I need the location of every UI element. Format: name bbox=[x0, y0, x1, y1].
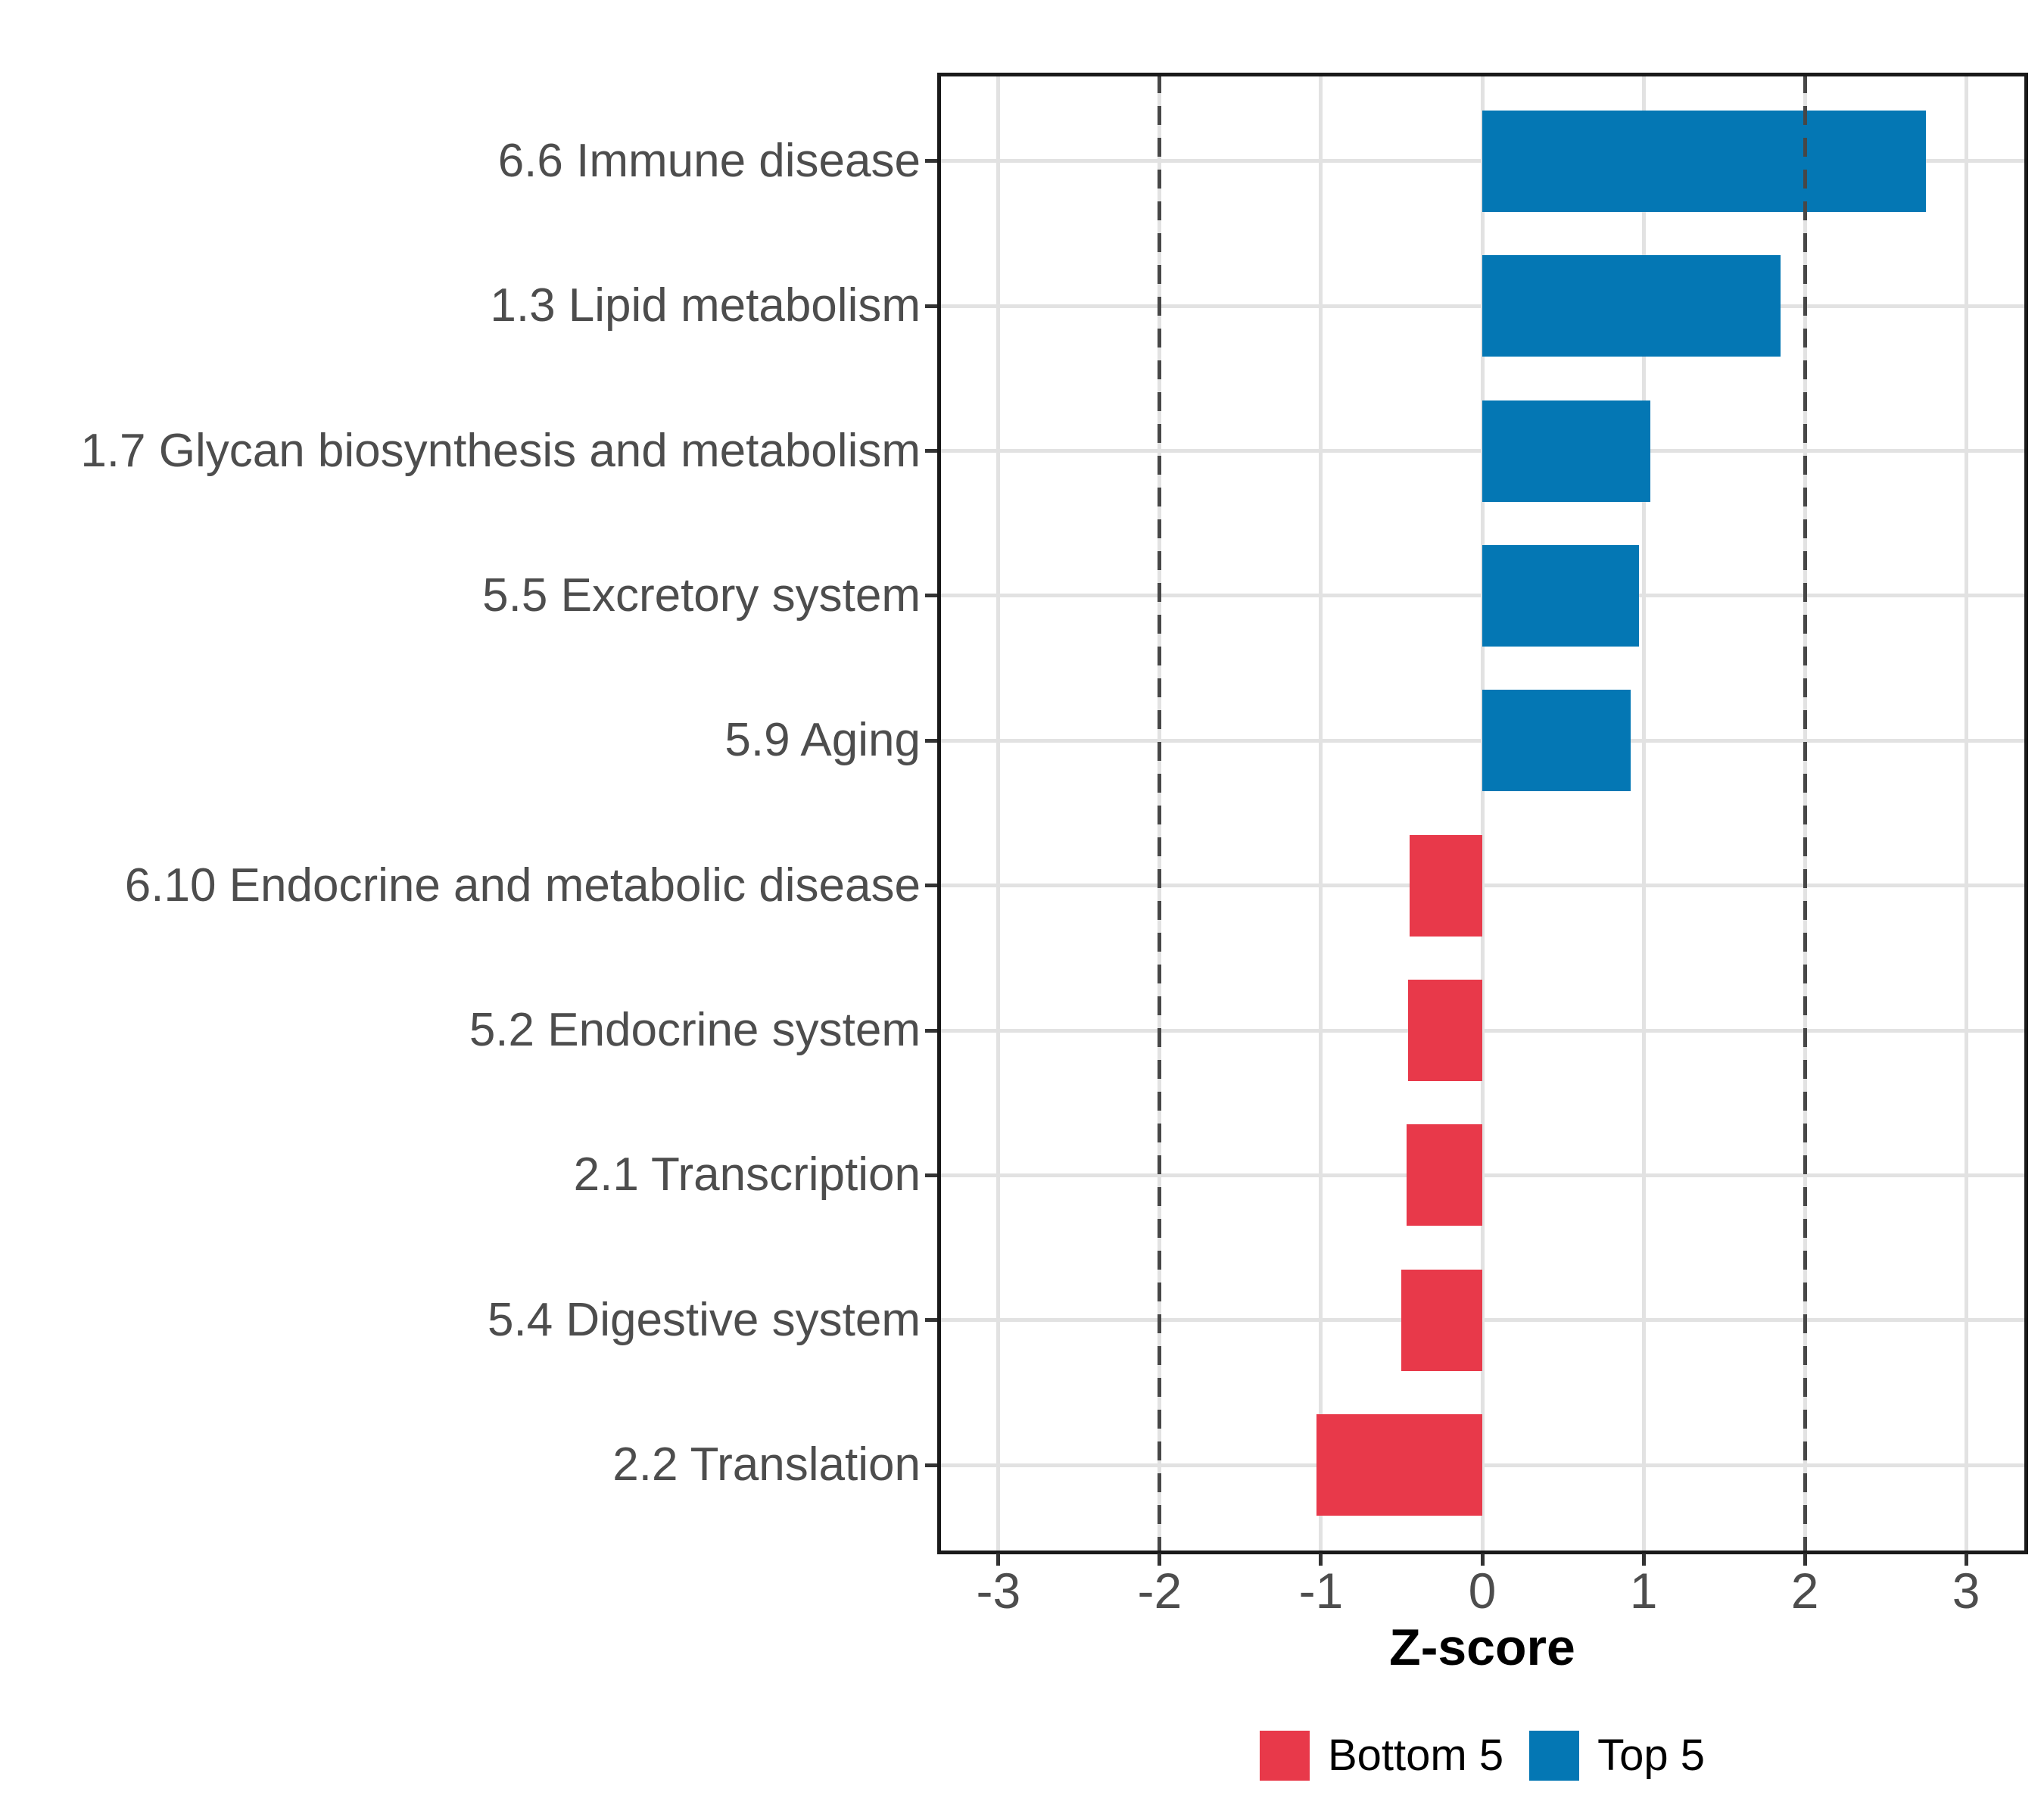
x-tick-label: 0 bbox=[1468, 1563, 1497, 1619]
y-tick bbox=[925, 738, 937, 743]
y-axis-label: 6.10 Endocrine and metabolic disease bbox=[124, 859, 921, 912]
dashed-reference-line bbox=[1158, 74, 1162, 1552]
y-axis-label: 5.4 Digestive system bbox=[488, 1293, 921, 1346]
y-tick bbox=[925, 1028, 937, 1033]
x-tick-label: -3 bbox=[976, 1563, 1021, 1619]
y-axis-label: 2.1 Transcription bbox=[573, 1148, 921, 1201]
bar-5-4-digestive-system bbox=[1401, 1269, 1482, 1371]
x-tick-label: 1 bbox=[1629, 1563, 1658, 1619]
bar-5-2-endocrine-system bbox=[1407, 980, 1482, 1082]
legend-swatch-top5 bbox=[1529, 1731, 1580, 1781]
h-gridline bbox=[939, 1463, 2026, 1467]
bar-2-2-translation bbox=[1316, 1414, 1482, 1516]
y-axis-label: 2.2 Translation bbox=[612, 1438, 921, 1491]
y-axis-label: 5.5 Excretory system bbox=[482, 569, 921, 622]
y-tick bbox=[925, 304, 937, 308]
y-axis-label: 5.9 Aging bbox=[724, 714, 921, 767]
x-axis-title: Z-score bbox=[1389, 1619, 1575, 1676]
v-gridline bbox=[996, 74, 1001, 1552]
y-tick bbox=[925, 884, 937, 888]
h-gridline bbox=[939, 884, 2026, 888]
y-axis-label: 6.6 Immune disease bbox=[497, 134, 921, 187]
y-tick bbox=[925, 1318, 937, 1323]
x-tick-label: 3 bbox=[1952, 1563, 1980, 1619]
y-axis-label: 1.7 Glycan biosynthesis and metabolism bbox=[80, 424, 921, 477]
bar-6-10-endocrine-and-metabolic-disease bbox=[1410, 834, 1482, 937]
legend-item-top5: Top 5 bbox=[1529, 1731, 1705, 1781]
y-tick bbox=[925, 449, 937, 453]
bar-1-3-lipid-metabolism bbox=[1482, 255, 1781, 357]
dashed-reference-line bbox=[1803, 74, 1807, 1552]
x-tick-label: -2 bbox=[1137, 1563, 1182, 1619]
y-tick bbox=[925, 1463, 937, 1467]
legend-item-bottom5: Bottom 5 bbox=[1259, 1731, 1504, 1781]
x-tick bbox=[1158, 1554, 1162, 1566]
x-tick bbox=[1641, 1554, 1646, 1566]
bar-5-5-excretory-system bbox=[1482, 544, 1639, 647]
legend-label-bottom5: Bottom 5 bbox=[1327, 1731, 1504, 1780]
v-gridline bbox=[1319, 74, 1323, 1552]
h-gridline bbox=[939, 1318, 2026, 1323]
x-tick bbox=[1803, 1554, 1807, 1566]
x-tick-label: 2 bbox=[1790, 1563, 1819, 1619]
bar-6-6-immune-disease bbox=[1482, 110, 1926, 212]
x-tick bbox=[996, 1554, 1001, 1566]
bar-5-9-aging bbox=[1482, 690, 1631, 792]
y-tick bbox=[925, 594, 937, 598]
x-tick bbox=[1319, 1554, 1323, 1566]
y-tick bbox=[925, 1173, 937, 1177]
y-axis-label: 5.2 Endocrine system bbox=[469, 1004, 921, 1057]
y-axis-label: 1.3 Lipid metabolism bbox=[490, 279, 921, 332]
x-tick bbox=[1480, 1554, 1485, 1566]
y-tick bbox=[925, 159, 937, 164]
v-gridline bbox=[1480, 74, 1485, 1552]
x-tick-label: -1 bbox=[1298, 1563, 1344, 1619]
bar-1-7-glycan-biosynthesis-and-metabolism bbox=[1482, 400, 1650, 502]
legend-label-top5: Top 5 bbox=[1597, 1731, 1705, 1780]
h-gridline bbox=[939, 1028, 2026, 1033]
h-gridline bbox=[939, 1173, 2026, 1177]
x-tick bbox=[1964, 1554, 1968, 1566]
bar-2-1-transcription bbox=[1406, 1124, 1482, 1226]
v-gridline bbox=[1964, 74, 1968, 1552]
v-gridline bbox=[1641, 74, 1646, 1552]
legend-swatch-bottom5 bbox=[1259, 1731, 1310, 1781]
legend: Bottom 5 Top 5 bbox=[939, 1729, 2026, 1782]
